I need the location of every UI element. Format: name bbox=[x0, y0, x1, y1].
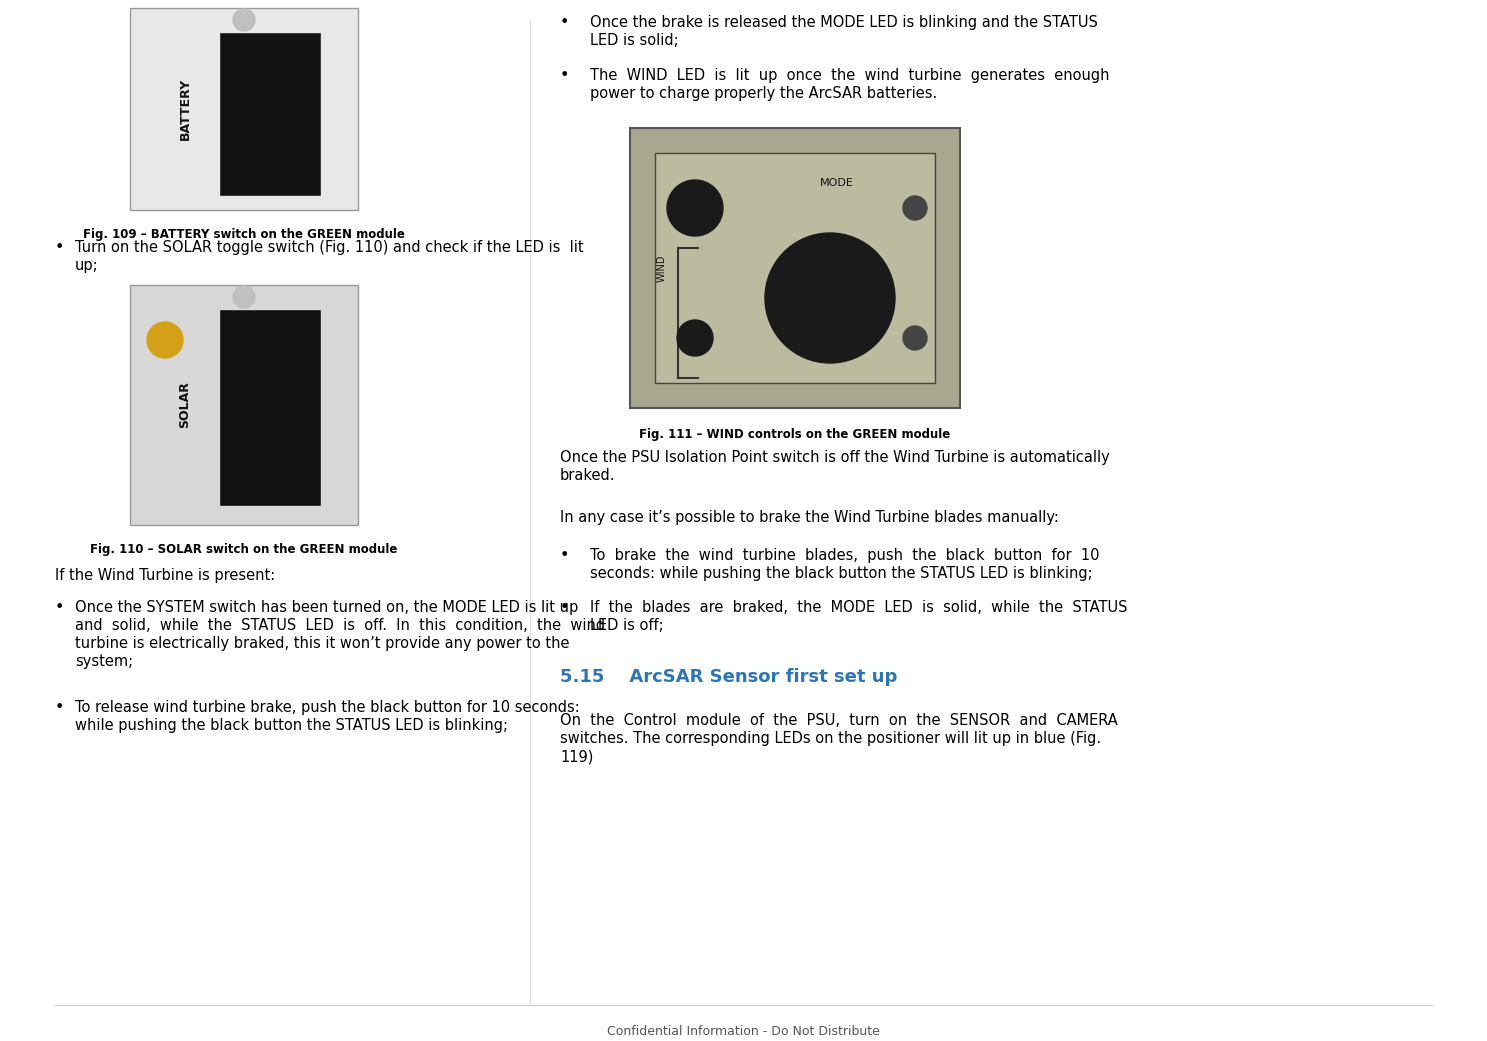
FancyBboxPatch shape bbox=[220, 310, 320, 505]
Text: LED is off;: LED is off; bbox=[590, 618, 663, 633]
Text: Fig. 111 – WIND controls on the GREEN module: Fig. 111 – WIND controls on the GREEN mo… bbox=[639, 428, 950, 441]
Text: •: • bbox=[55, 240, 64, 255]
Circle shape bbox=[903, 326, 926, 350]
Text: To release wind turbine brake, push the black button for 10 seconds:: To release wind turbine brake, push the … bbox=[74, 700, 580, 715]
Text: WIND: WIND bbox=[657, 254, 668, 282]
Text: In any case it’s possible to brake the Wind Turbine blades manually:: In any case it’s possible to brake the W… bbox=[561, 510, 1059, 525]
Circle shape bbox=[668, 180, 723, 236]
Circle shape bbox=[233, 286, 254, 308]
Text: •: • bbox=[561, 600, 570, 615]
Text: Fig. 110 – SOLAR switch on the GREEN module: Fig. 110 – SOLAR switch on the GREEN mod… bbox=[91, 543, 397, 556]
Text: Fig. 109 – BATTERY switch on the GREEN module: Fig. 109 – BATTERY switch on the GREEN m… bbox=[83, 228, 404, 242]
Text: •: • bbox=[55, 600, 64, 615]
FancyBboxPatch shape bbox=[654, 153, 935, 383]
Circle shape bbox=[233, 9, 254, 31]
Text: 5.15    ArcSAR Sensor first set up: 5.15 ArcSAR Sensor first set up bbox=[561, 668, 897, 686]
Circle shape bbox=[903, 196, 926, 220]
FancyBboxPatch shape bbox=[129, 8, 358, 210]
Text: •: • bbox=[561, 548, 570, 563]
Text: •: • bbox=[55, 700, 64, 715]
Text: while pushing the black button the STATUS LED is blinking;: while pushing the black button the STATU… bbox=[74, 718, 509, 733]
FancyBboxPatch shape bbox=[129, 285, 358, 525]
Text: 119): 119) bbox=[561, 750, 593, 764]
Text: SOLAR: SOLAR bbox=[178, 382, 192, 429]
Text: braked.: braked. bbox=[561, 468, 616, 483]
Text: power to charge properly the ArcSAR batteries.: power to charge properly the ArcSAR batt… bbox=[590, 86, 937, 101]
FancyBboxPatch shape bbox=[220, 33, 320, 195]
Text: LED is solid;: LED is solid; bbox=[590, 33, 678, 48]
Text: To  brake  the  wind  turbine  blades,  push  the  black  button  for  10: To brake the wind turbine blades, push t… bbox=[590, 548, 1099, 563]
Text: Confidential Information - Do Not Distribute: Confidential Information - Do Not Distri… bbox=[607, 1025, 879, 1038]
Text: system;: system; bbox=[74, 654, 134, 669]
Text: seconds: while pushing the black button the STATUS LED is blinking;: seconds: while pushing the black button … bbox=[590, 566, 1093, 581]
Text: If  the  blades  are  braked,  the  MODE  LED  is  solid,  while  the  STATUS: If the blades are braked, the MODE LED i… bbox=[590, 600, 1127, 615]
Circle shape bbox=[677, 320, 712, 356]
Text: •: • bbox=[561, 15, 570, 30]
Text: •: • bbox=[561, 68, 570, 83]
Text: BATTERY: BATTERY bbox=[178, 78, 192, 141]
Text: Once the brake is released the MODE LED is blinking and the STATUS: Once the brake is released the MODE LED … bbox=[590, 15, 1097, 30]
Text: turbine is electrically braked, this it won’t provide any power to the: turbine is electrically braked, this it … bbox=[74, 636, 570, 651]
Circle shape bbox=[147, 322, 183, 358]
Text: Once the PSU Isolation Point switch is off the Wind Turbine is automatically: Once the PSU Isolation Point switch is o… bbox=[561, 450, 1109, 465]
Circle shape bbox=[764, 233, 895, 363]
Text: On  the  Control  module  of  the  PSU,  turn  on  the  SENSOR  and  CAMERA: On the Control module of the PSU, turn o… bbox=[561, 713, 1118, 728]
Text: Once the SYSTEM switch has been turned on, the MODE LED is lit up: Once the SYSTEM switch has been turned o… bbox=[74, 600, 578, 615]
FancyBboxPatch shape bbox=[630, 128, 961, 408]
Text: switches. The corresponding LEDs on the positioner will lit up in blue (Fig.: switches. The corresponding LEDs on the … bbox=[561, 731, 1102, 746]
Text: and  solid,  while  the  STATUS  LED  is  off.  In  this  condition,  the  wind: and solid, while the STATUS LED is off. … bbox=[74, 618, 605, 633]
Text: up;: up; bbox=[74, 258, 98, 273]
Text: If the Wind Turbine is present:: If the Wind Turbine is present: bbox=[55, 568, 275, 583]
Text: STATUS: STATUS bbox=[800, 318, 842, 328]
Text: The  WIND  LED  is  lit  up  once  the  wind  turbine  generates  enough: The WIND LED is lit up once the wind tur… bbox=[590, 68, 1109, 83]
Text: Turn on the SOLAR toggle switch (Fig. 110) and check if the LED is  lit: Turn on the SOLAR toggle switch (Fig. 11… bbox=[74, 240, 583, 255]
Text: MODE: MODE bbox=[819, 178, 854, 188]
